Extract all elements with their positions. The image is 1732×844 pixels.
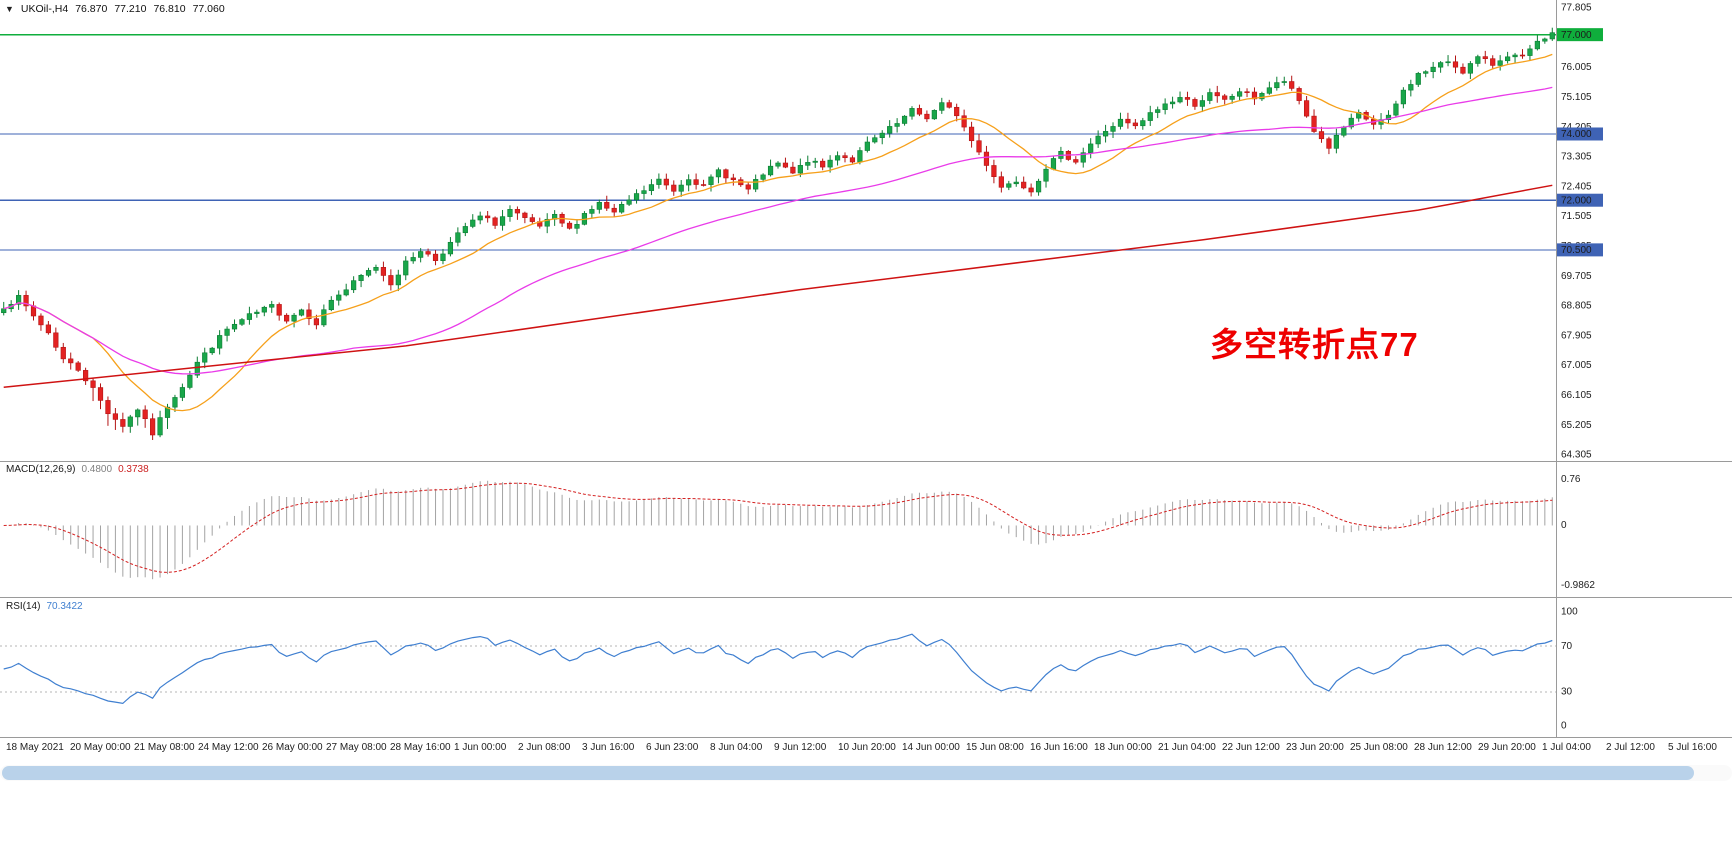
time-axis-label: 5 Jul 16:00	[1668, 742, 1717, 753]
rsi-axis-label: 30	[1561, 686, 1573, 697]
rsi-axis-label: 100	[1561, 607, 1578, 618]
time-axis-label: 9 Jun 12:00	[774, 742, 827, 753]
time-axis-label: 22 Jun 12:00	[1222, 742, 1280, 753]
time-axis-label: 10 Jun 20:00	[838, 742, 896, 753]
price-axis-label: 73.305	[1561, 152, 1592, 163]
time-axis-label: 29 Jun 20:00	[1478, 742, 1536, 753]
macd-axis-label: 0	[1561, 520, 1567, 531]
open-value: 76.870	[75, 3, 108, 15]
price-tag-label: 72.000	[1561, 195, 1592, 206]
ma-slow-line	[3, 184, 1553, 389]
price-tag-label: 70.500	[1561, 245, 1592, 256]
ma-fast-line	[3, 53, 1553, 412]
macd-signal-line	[3, 482, 1553, 573]
macd-axis-label: -0.9862	[1561, 580, 1595, 591]
time-axis-label: 2 Jul 12:00	[1606, 742, 1655, 753]
close-value: 77.060	[192, 3, 225, 15]
candles-layer	[1, 27, 1555, 441]
chart-dropdown-arrow[interactable]: ▼	[5, 4, 14, 14]
price-axis-label: 71.505	[1561, 211, 1592, 222]
time-axis-label: 8 Jun 04:00	[710, 742, 763, 753]
price-tag-label: 77.000	[1561, 30, 1592, 41]
time-axis-label: 2 Jun 08:00	[518, 742, 571, 753]
time-axis-label: 28 May 16:00	[390, 742, 451, 753]
price-axis-label: 76.005	[1561, 62, 1592, 73]
time-axis-label: 21 Jun 04:00	[1158, 742, 1216, 753]
macd-name: MACD(12,26,9)	[6, 464, 76, 475]
time-axis-label: 1 Jun 00:00	[454, 742, 507, 753]
price-axis-label: 69.705	[1561, 271, 1592, 282]
price-axis-label: 74.205	[1561, 122, 1592, 133]
symbol-ohlc-bar: ▼ UKOil-,H4 76.870 77.210 76.810 77.060	[5, 3, 225, 15]
rsi-name: RSI(14)	[6, 601, 41, 612]
rsi-line	[3, 633, 1553, 705]
time-axis-label: 14 Jun 00:00	[902, 742, 960, 753]
time-axis-label: 6 Jun 23:00	[646, 742, 699, 753]
low-value: 76.810	[153, 3, 186, 15]
time-axis-label: 27 May 08:00	[326, 742, 387, 753]
time-axis-label: 16 Jun 16:00	[1030, 742, 1088, 753]
price-axis-label: 77.805	[1561, 3, 1592, 14]
time-axis-label: 15 Jun 08:00	[966, 742, 1024, 753]
price-axis-label: 64.305	[1561, 450, 1592, 461]
time-axis-label: 24 May 12:00	[198, 742, 259, 753]
macd-main-value: 0.4800	[81, 464, 113, 475]
price-tag	[1557, 28, 1603, 42]
rsi-value: 70.3422	[46, 601, 83, 612]
rsi-axis-label: 0	[1561, 721, 1567, 732]
macd-histogram	[10, 480, 1553, 580]
horizontal-scrollbar-thumb[interactable]	[2, 766, 1694, 780]
price-tag	[1557, 243, 1603, 257]
price-axis-label: 72.405	[1561, 181, 1592, 192]
macd-signal-value: 0.3738	[118, 464, 149, 475]
time-axis-label: 18 Jun 00:00	[1094, 742, 1152, 753]
price-tag	[1557, 193, 1603, 207]
price-tag	[1557, 127, 1603, 141]
time-axis[interactable]: 18 May 2021 20 May 00:00 21 May 08:00 24 Ma…	[0, 740, 1732, 762]
time-axis-label: 20 May 00:00	[70, 742, 131, 753]
time-axis-label: 1 Jul 04:00	[1542, 742, 1591, 753]
time-axis-label: 3 Jun 16:00	[582, 742, 635, 753]
symbol-period-label: UKOil-,H4	[20, 3, 69, 15]
time-axis-label: 23 Jun 20:00	[1286, 742, 1344, 753]
price-axis-label: 66.105	[1561, 390, 1592, 401]
time-axis-label: 25 Jun 08:00	[1350, 742, 1408, 753]
time-axis-label: 28 Jun 12:00	[1414, 742, 1472, 753]
time-axis-label: 21 May 08:00	[134, 742, 195, 753]
time-axis-label: 26 May 00:00	[262, 742, 323, 753]
price-axis-label: 75.105	[1561, 92, 1592, 103]
chart-text-annotation: 多空转折点77	[1210, 326, 1419, 363]
price-axis-label: 68.805	[1561, 301, 1592, 312]
rsi-indicator-label: RSI(14) 70.3422	[6, 601, 83, 612]
high-value: 77.210	[114, 3, 147, 15]
price-tag-label: 74.000	[1561, 129, 1592, 140]
rsi-axis-label: 70	[1561, 641, 1573, 652]
time-axis-label: 18 May 2021	[6, 742, 64, 753]
ma-mid-line	[3, 86, 1553, 375]
price-axis-label: 67.905	[1561, 330, 1592, 341]
macd-axis-label: 0.76	[1561, 474, 1581, 485]
price-axis-label: 67.005	[1561, 360, 1592, 371]
price-axis-label: 65.205	[1561, 420, 1592, 431]
macd-indicator-label: MACD(12,26,9) 0.4800 0.3738	[6, 464, 149, 475]
